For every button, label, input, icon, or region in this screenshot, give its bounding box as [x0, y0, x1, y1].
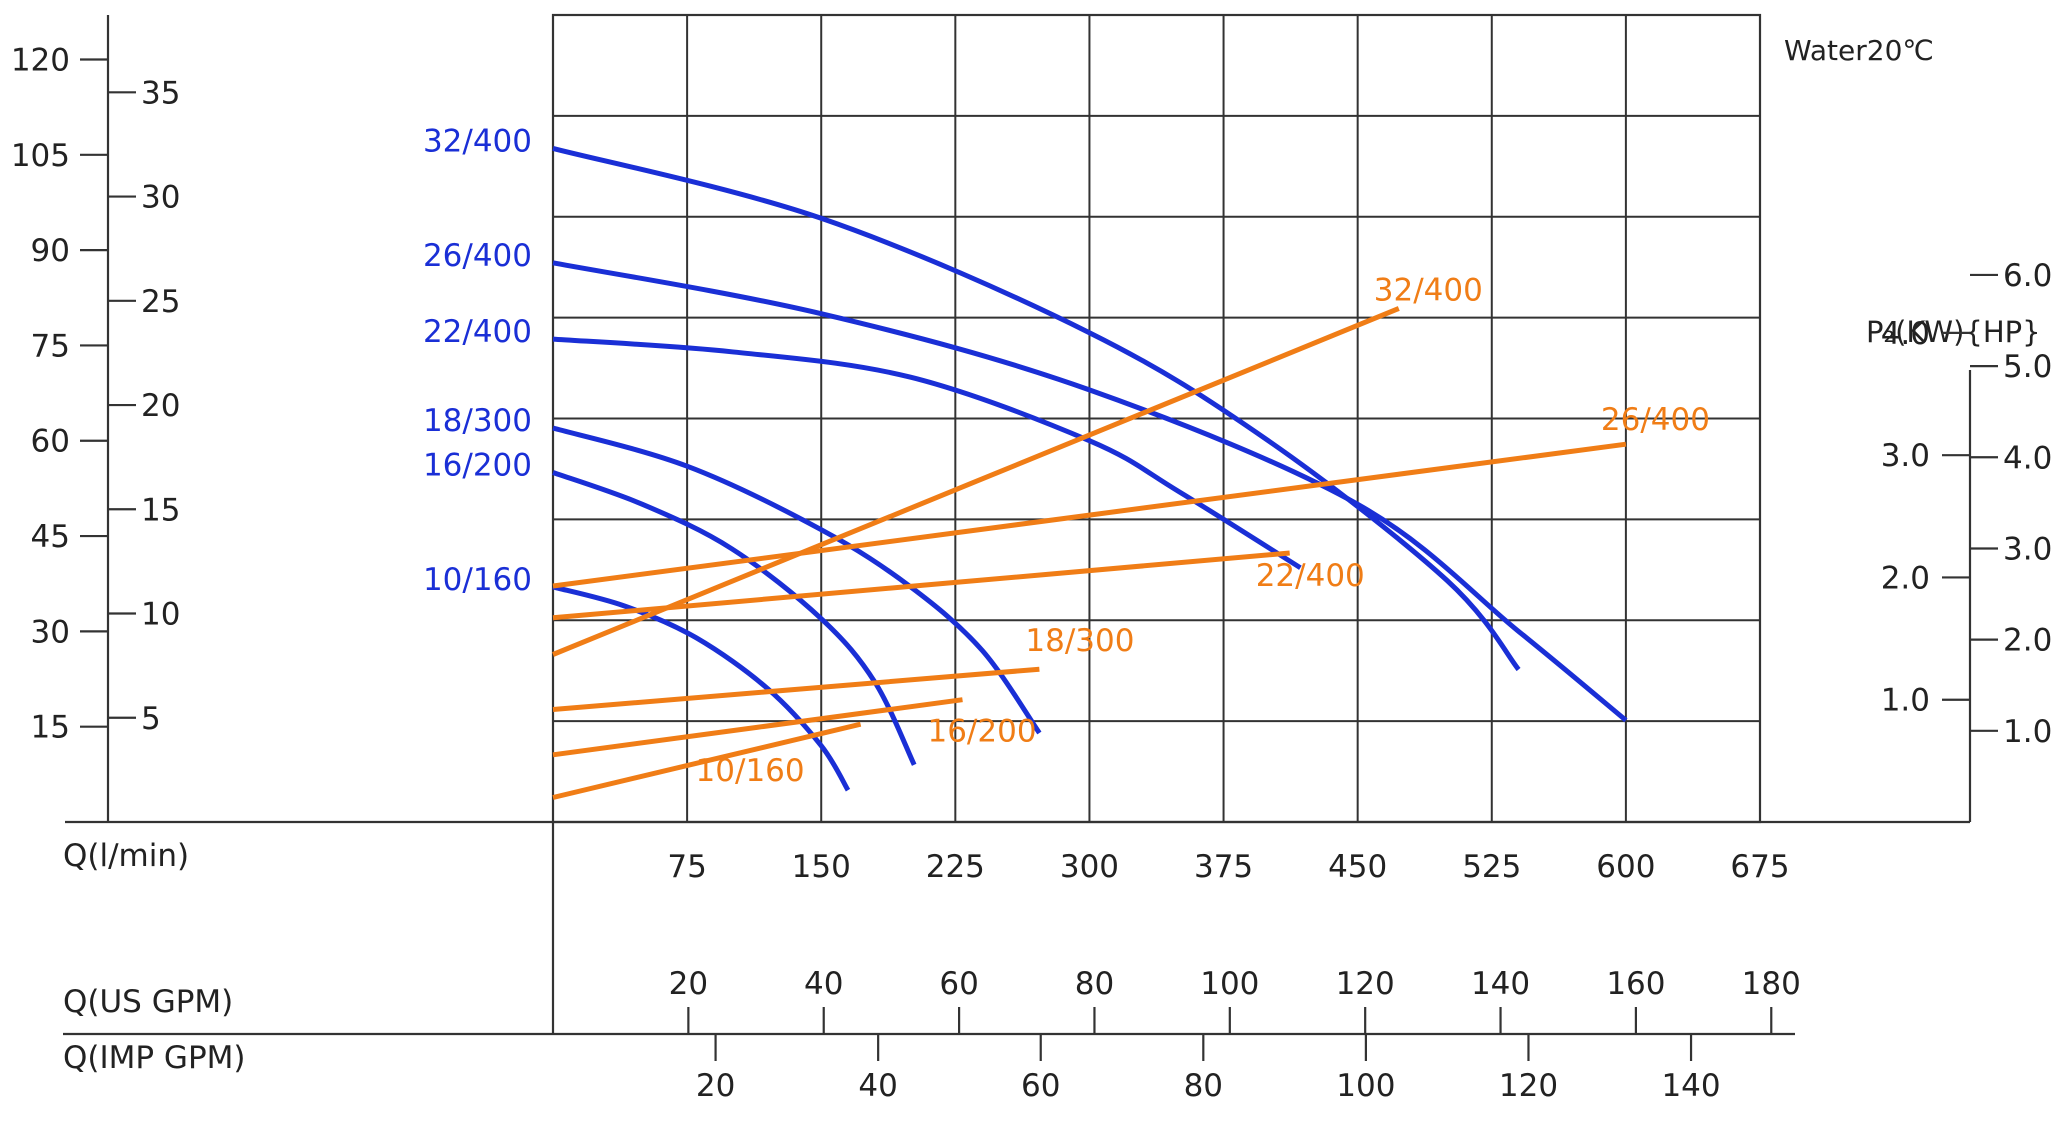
- power-hp-tick-label: 6.0: [2003, 258, 2052, 294]
- head-curve-label-16-200: 16/200: [423, 448, 532, 484]
- us-gpm-axis-label: Q(US GPM): [63, 984, 233, 1020]
- us-gpm-tick-label: 80: [1075, 966, 1114, 1002]
- imp-gpm-axis-label: Q(IMP GPM): [63, 1040, 246, 1076]
- power-curve-label-26-400: 26/400: [1601, 402, 1710, 438]
- imp-gpm-tick-label: 100: [1336, 1068, 1395, 1104]
- us-gpm-tick-label: 180: [1742, 966, 1801, 1002]
- power-curve-label-32-400: 32/400: [1374, 272, 1483, 308]
- imp-gpm-tick-label: 20: [696, 1068, 735, 1104]
- head-curve-label-26-400: 26/400: [423, 238, 532, 274]
- power-curve-10-160: [552, 721, 862, 800]
- head-inner-tick-label: 25: [141, 284, 180, 320]
- power-curve-label-22-400: 22/400: [1256, 558, 1365, 594]
- us-gpm-tick-label: 40: [804, 966, 843, 1002]
- imp-gpm-tick-label: 40: [858, 1068, 897, 1104]
- head-outer-tick-label: 45: [31, 519, 70, 555]
- power-curve-label-16-200: 16/200: [927, 714, 1036, 750]
- power-hp-tick-label: 3.0: [2003, 531, 2052, 567]
- x-tick-label: 300: [1060, 849, 1119, 885]
- water-annotation: Water20℃: [1784, 34, 1934, 67]
- power-curve-label-10-160: 10/160: [696, 753, 805, 789]
- power-hp-tick-label: 2.0: [2003, 623, 2052, 659]
- head-inner-tick-label: 30: [141, 180, 180, 216]
- head-outer-tick-label: 15: [31, 710, 70, 746]
- power-curve-26-400: [552, 441, 1627, 589]
- x-tick-label: 675: [1730, 849, 1789, 885]
- head-curve-label-32-400: 32/400: [423, 123, 532, 159]
- power-kw-tick-label: 2.0: [1881, 560, 1930, 596]
- head-outer-tick-label: 105: [11, 138, 70, 174]
- x-tick-label: 450: [1328, 849, 1387, 885]
- head-outer-tick-label: 30: [31, 614, 70, 650]
- power-hp-tick-label: 1.0: [2003, 714, 2052, 750]
- imp-gpm-tick-label: 120: [1499, 1068, 1558, 1104]
- power-curve-22-400: [552, 550, 1290, 621]
- head-curve-16-200: [552, 470, 917, 766]
- x-tick-label: 600: [1596, 849, 1655, 885]
- head-outer-tick-label: 60: [31, 424, 70, 460]
- head-curve-label-10-160: 10/160: [423, 562, 532, 598]
- head-curve-10-160: [552, 584, 851, 792]
- head-inner-tick-label: 15: [141, 492, 180, 528]
- power-hp-tick-label: 4.0: [2003, 440, 2052, 476]
- head-curve-label-22-400: 22/400: [423, 314, 532, 350]
- head-curve-label-18-300: 18/300: [423, 403, 532, 439]
- x-axis-label: Q(l/min): [63, 838, 189, 874]
- x-tick-label: 375: [1194, 849, 1253, 885]
- head-curve-32-400: [552, 145, 1521, 672]
- us-gpm-tick-label: 160: [1606, 966, 1665, 1002]
- power-curve-label-18-300: 18/300: [1025, 623, 1134, 659]
- power-curves: [552, 306, 1627, 800]
- power-kw-tick-label: 1.0: [1881, 683, 1930, 719]
- head-inner-tick-label: 35: [141, 75, 180, 111]
- us-gpm-tick-label: 60: [939, 966, 978, 1002]
- grid: [553, 15, 1760, 822]
- head-outer-tick-label: 120: [11, 42, 70, 78]
- power-kw-tick-label: 4.0: [1881, 316, 1930, 352]
- power-hp-tick-label: 5.0: [2003, 349, 2052, 385]
- power-kw-tick-label: 3.0: [1881, 438, 1930, 474]
- imp-gpm-tick-label: 140: [1661, 1068, 1720, 1104]
- head-inner-tick-label: 20: [141, 388, 180, 424]
- head-curve-22-400: [552, 336, 1302, 570]
- x-tick-label: 75: [667, 849, 706, 885]
- imp-gpm-tick-label: 60: [1021, 1068, 1060, 1104]
- us-gpm-tick-label: 100: [1200, 966, 1259, 1002]
- power-curve-18-300: [552, 666, 1040, 712]
- x-tick-label: 225: [926, 849, 985, 885]
- x-tick-label: 525: [1462, 849, 1521, 885]
- head-outer-tick-label: 75: [31, 328, 70, 364]
- head-curve-26-400: [552, 260, 1628, 723]
- us-gpm-tick-label: 120: [1336, 966, 1395, 1002]
- power-curve-32-400: [552, 306, 1400, 657]
- head-inner-tick-label: 5: [141, 701, 161, 737]
- head-inner-tick-label: 10: [141, 597, 180, 633]
- power-curve-16-200: [552, 697, 963, 758]
- us-gpm-tick-label: 140: [1471, 966, 1530, 1002]
- imp-gpm-tick-label: 80: [1184, 1068, 1223, 1104]
- x-tick-label: 150: [792, 849, 851, 885]
- head-outer-tick-label: 90: [31, 233, 70, 269]
- us-gpm-tick-label: 20: [669, 966, 708, 1002]
